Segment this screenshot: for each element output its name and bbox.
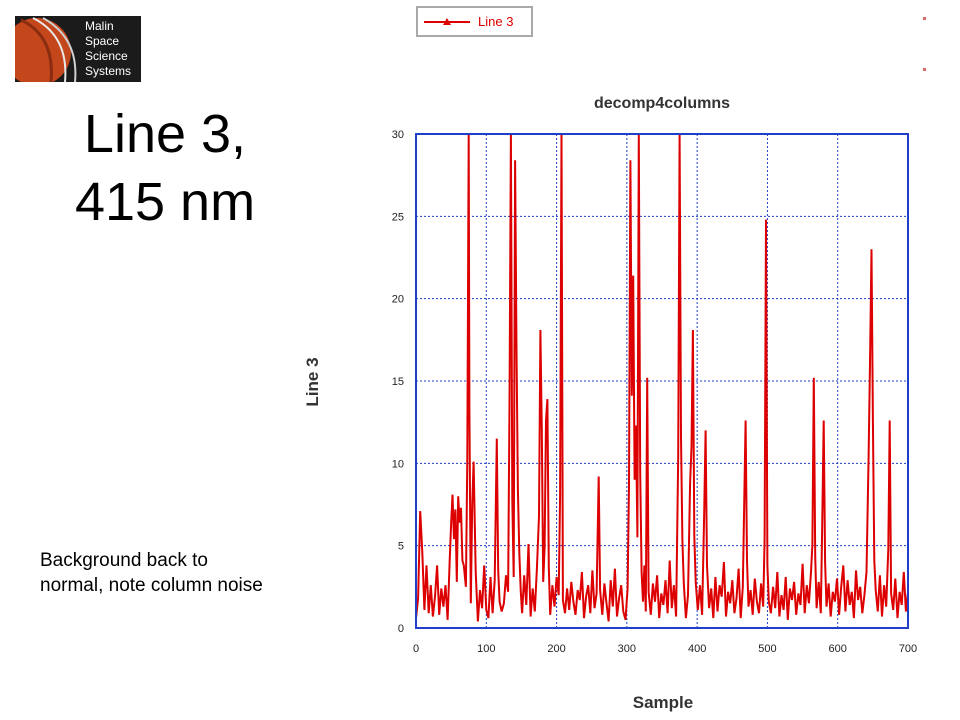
legend-label: Line 3 xyxy=(478,14,514,29)
y-tick-label: 30 xyxy=(392,129,404,141)
slide-title: Line 3, 415 nm xyxy=(45,100,285,236)
x-tick-label: 300 xyxy=(618,643,636,655)
y-tick-label: 20 xyxy=(392,294,404,306)
x-tick-label: 700 xyxy=(899,643,917,655)
series-group xyxy=(415,133,909,622)
malin-space-science-systems-logo: Malin Space Science Systems xyxy=(15,16,141,82)
chart-grid xyxy=(416,134,908,628)
x-tick-label: 100 xyxy=(477,643,495,655)
plot-frame xyxy=(415,133,909,629)
y-tick-label: 10 xyxy=(392,458,404,470)
logo-line: Systems xyxy=(85,64,132,78)
note-line2: normal, note column noise xyxy=(40,575,263,596)
slide-note: Background back to normal, note column n… xyxy=(40,548,340,598)
x-tick-label: 600 xyxy=(829,643,847,655)
y-tick-label: 15 xyxy=(392,376,404,388)
x-axis-title: Sample xyxy=(633,693,693,712)
slide-title-line2: 415 nm xyxy=(74,172,256,232)
note-line1: Background back to xyxy=(40,550,208,571)
y-tick-label: 0 xyxy=(398,623,404,635)
x-tick-label: 200 xyxy=(547,643,565,655)
x-tick-label: 500 xyxy=(758,643,776,655)
x-tick-label: 0 xyxy=(413,643,419,655)
logo-line: Space xyxy=(85,34,120,48)
logo-line: Science xyxy=(85,49,128,63)
slide-title-line1: Line 3, xyxy=(83,104,247,164)
x-tick-label: 400 xyxy=(688,643,706,655)
y-axis-title: Line 3 xyxy=(303,357,322,406)
axis-ticks: 0 100 200 300 400 500 600 700 0 5 10 15 20 25 30 xyxy=(392,129,917,655)
planet-logo-icon xyxy=(15,17,77,82)
y-tick-label: 25 xyxy=(392,211,404,223)
logo-text: Malin Space Science Systems xyxy=(85,19,131,79)
series-line-line-3 xyxy=(415,133,909,622)
edge-mark xyxy=(923,17,926,20)
edge-mark xyxy=(923,68,926,71)
chart-legend: Line 3 xyxy=(416,6,533,37)
chart-title: decomp4columns xyxy=(594,95,730,112)
legend-line-marker-icon xyxy=(424,18,470,25)
logo-line: Malin xyxy=(85,19,114,33)
y-tick-label: 5 xyxy=(398,541,404,553)
